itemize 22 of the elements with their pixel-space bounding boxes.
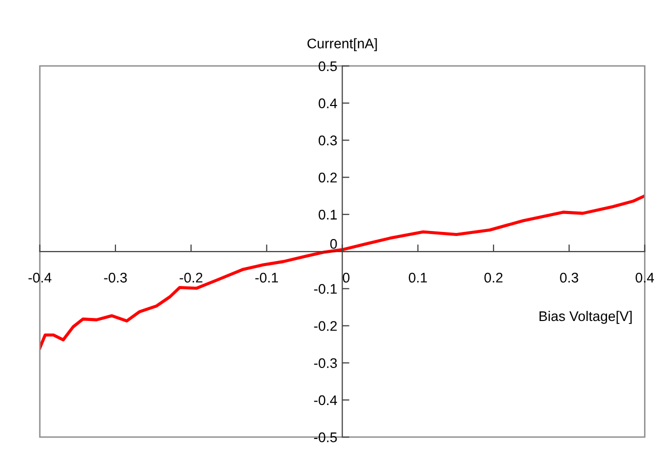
y-tick-label: -0.5	[314, 432, 337, 442]
x-tick-label: -0.4	[28, 272, 52, 283]
x-tick-label: 0.3	[560, 272, 578, 283]
y-tick-label: 0.5	[318, 61, 337, 72]
x-tick-label: 0.2	[484, 272, 502, 283]
y-tick-label: 0	[330, 238, 337, 249]
x-axis-title: Bias Voltage[V]	[540, 310, 632, 324]
y-tick-label: 0.3	[318, 136, 337, 146]
y-tick-label: 0.4	[318, 98, 338, 108]
x-tick-label: 0.1	[408, 272, 427, 283]
y-tick-label: 0.1	[318, 210, 337, 220]
y-tick-label: -0.1	[314, 284, 337, 294]
y-tick-label: 0.2	[318, 172, 337, 182]
y-axis-title: Current[nA]	[307, 38, 377, 52]
x-tick-label: -0.1	[255, 272, 278, 283]
x-tick-label: 0.4	[636, 272, 654, 283]
y-tick-label: -0.4	[314, 395, 338, 406]
x-tick-label: -0.2	[180, 272, 202, 283]
y-tick-label: -0.3	[314, 358, 337, 368]
y-tick-label: -0.2	[314, 321, 337, 331]
x-tick-label: 0	[342, 272, 350, 283]
x-tick-label: -0.3	[104, 272, 127, 283]
